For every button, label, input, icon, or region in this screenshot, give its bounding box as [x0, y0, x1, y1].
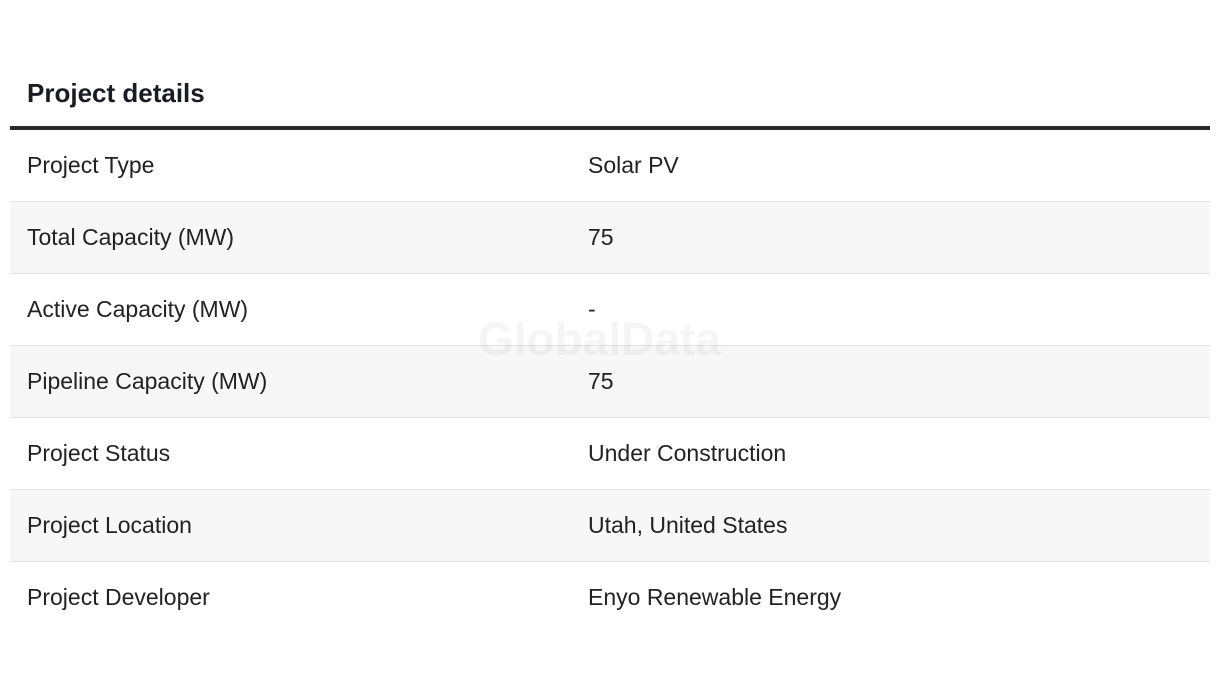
- row-label: Active Capacity (MW): [27, 296, 249, 322]
- details-table: Project Type Solar PV Total Capacity (MW) 7…: [10, 126, 1210, 633]
- table-row: Total Capacity (MW) 75: [10, 202, 1210, 274]
- row-label: Pipeline Capacity (MW): [27, 368, 268, 394]
- row-value: Enyo Renewable Energy: [588, 584, 842, 610]
- row-label: Project Status: [27, 440, 171, 466]
- row-label: Total Capacity (MW): [27, 224, 235, 250]
- row-value: Utah, United States: [588, 512, 788, 538]
- section-title: Project details: [27, 78, 205, 108]
- row-label: Project Location: [27, 512, 192, 538]
- row-value: 75: [588, 368, 614, 394]
- row-value: Under Construction: [588, 440, 787, 466]
- row-label: Project Type: [27, 152, 155, 178]
- row-value: -: [588, 296, 596, 322]
- table-row: Project Status Under Construction: [10, 418, 1210, 490]
- row-value: 75: [588, 224, 614, 250]
- table-row: Active Capacity (MW) -: [10, 274, 1210, 346]
- table-row: Project Location Utah, United States: [10, 490, 1210, 562]
- table-row: Pipeline Capacity (MW) 75: [10, 346, 1210, 418]
- table-row: Project Developer Enyo Renewable Energy: [10, 562, 1210, 633]
- row-value: Solar PV: [588, 152, 679, 178]
- table-row: Project Type Solar PV: [10, 130, 1210, 202]
- row-label: Project Developer: [27, 584, 210, 610]
